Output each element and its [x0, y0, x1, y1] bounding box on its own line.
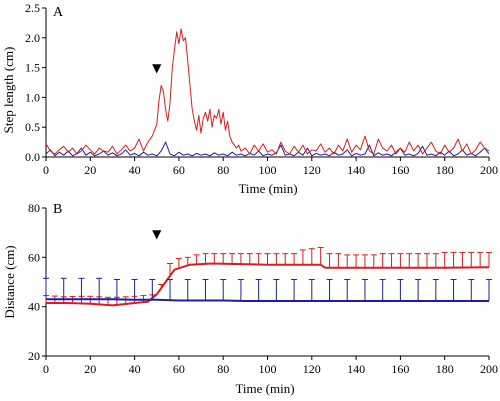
panel-b-series-blue [46, 298, 489, 302]
panel-b-y-tick-label: 60 [28, 250, 40, 264]
panel-b-y-tick-label: 80 [28, 201, 40, 215]
panel-b-x-tick-label: 60 [173, 362, 185, 376]
panel-a-series-blue [45, 141, 490, 157]
panel-a-label: A [53, 5, 64, 20]
panel-a-x-tick-label: 0 [43, 163, 49, 177]
panel-a-x-tick-label: 120 [303, 163, 321, 177]
panel-b-x-tick-label: 20 [84, 362, 96, 376]
panel-a-series-red [45, 28, 490, 155]
panel-b-x-tick-label: 120 [303, 362, 321, 376]
panel-b-x-tick-label: 160 [391, 362, 409, 376]
panel-a-y-tick-label: 2.0 [25, 31, 40, 45]
panel-a-y-axis-title: Step length (cm) [1, 47, 16, 134]
panel-a-stimulus-marker: ▼ [152, 61, 162, 75]
panel-a-x-tick-label: 160 [391, 163, 409, 177]
panel-a-x-axis-title: Time (min) [238, 181, 297, 196]
panel-b-x-axis-title: Time (min) [235, 381, 294, 396]
panel-a-x-tick-label: 200 [480, 163, 498, 177]
panel-a-x-tick-label: 180 [436, 163, 454, 177]
panel-b-x-tick-label: 0 [43, 362, 49, 376]
panel-a-x-tick-label: 20 [84, 163, 96, 177]
panel-b-x-tick-label: 180 [436, 362, 454, 376]
panel-b-y-axis-title: Distance (cm) [2, 245, 17, 318]
panel-a-x-tick-label: 100 [259, 163, 277, 177]
panel-b-x-tick-label: 200 [480, 362, 498, 376]
panel-a-y-tick-label: 1.0 [25, 90, 40, 104]
panel-b-y-tick-label: 40 [28, 300, 40, 314]
panel-a: A 0 20 40 60 80 100 120 140 160 180 200 0.0 0.5 1.0 1.… [1, 1, 498, 196]
panel-a-y-tick-label: 2.5 [25, 1, 40, 15]
panel-a-y-tick-label: 0.0 [25, 150, 40, 164]
panel-b-y-tick-label: 20 [28, 349, 40, 363]
panel-b-x-tick-label: 140 [347, 362, 365, 376]
panel-b-label: B [53, 202, 62, 217]
panel-a-x-tick-label: 40 [129, 163, 141, 177]
panel-a-x-tick-label: 140 [347, 163, 365, 177]
panel-a-axes: 0 20 40 60 80 100 120 140 160 180 200 0.0 0.5 1.0 1.5 2… [25, 1, 498, 177]
panel-a-x-tick-label: 80 [217, 163, 229, 177]
panel-a-plot: ▼ [45, 28, 490, 157]
panel-a-y-tick-label: 1.5 [25, 61, 40, 75]
panel-a-y-tick-label: 0.5 [25, 120, 40, 134]
panel-b-x-tick-label: 40 [129, 362, 141, 376]
panel-a-x-tick-label: 60 [173, 163, 185, 177]
panel-b-plot: ▼ [43, 227, 492, 307]
panel-b-series-red [46, 262, 490, 307]
panel-b-stimulus-marker: ▼ [152, 227, 162, 241]
panel-b-x-tick-label: 80 [217, 362, 229, 376]
panel-b-x-tick-label: 100 [259, 362, 277, 376]
